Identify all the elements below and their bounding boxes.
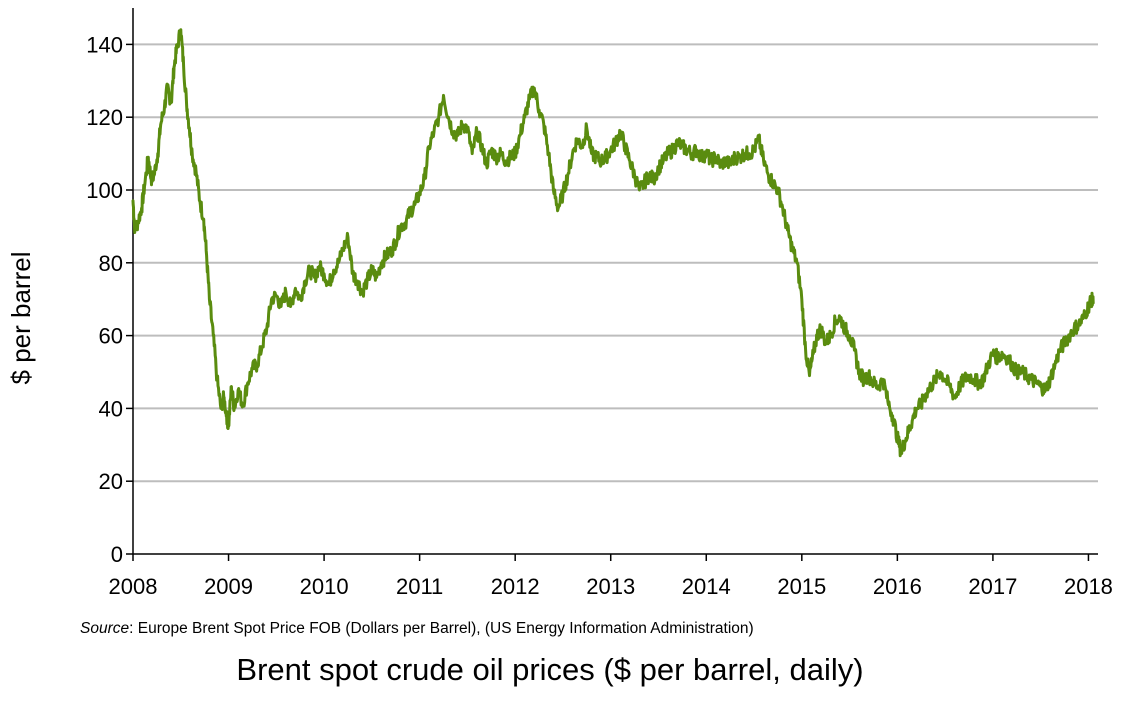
series-line-0 <box>131 28 1095 458</box>
series-layer <box>131 28 1095 458</box>
gridlines <box>133 43 1098 483</box>
source-prefix: Source <box>80 620 130 637</box>
x-tick-label: 2011 <box>396 574 443 599</box>
y-tick-label: 0 <box>111 542 123 567</box>
y-axis-title: $ per barrel <box>6 252 36 385</box>
x-tick-label: 2009 <box>204 574 253 599</box>
x-tick-label: 2008 <box>109 574 158 599</box>
x-tick-label: 2018 <box>1064 574 1113 599</box>
y-tick-label: 40 <box>99 396 123 421</box>
tick-labels: 0 20 40 60 80 100 120 140 2008 2009 2010 2011 2012 20… <box>86 32 1113 599</box>
x-tick-label: 2014 <box>682 574 731 599</box>
x-tick-label: 2017 <box>968 574 1017 599</box>
chart-caption: Brent spot crude oil prices ($ per barre… <box>236 652 864 687</box>
x-tick-label: 2012 <box>491 574 540 599</box>
x-tick-label: 2016 <box>873 574 922 599</box>
y-tick-label: 80 <box>99 251 123 276</box>
source-text: : Europe Brent Spot Price FOB (Dollars p… <box>129 620 754 637</box>
y-tick-label: 100 <box>86 178 123 203</box>
x-tick-label: 2013 <box>586 574 635 599</box>
chart: 0 20 40 60 80 100 120 140 2008 2009 2010 2011 2012 20… <box>6 8 1113 599</box>
y-tick-label: 60 <box>99 324 123 349</box>
axes <box>126 8 1098 561</box>
y-tick-label: 140 <box>86 32 123 57</box>
x-tick-label: 2010 <box>300 574 349 599</box>
y-tick-label: 120 <box>86 105 123 130</box>
y-tick-label: 20 <box>99 469 123 494</box>
source-note: Source: Europe Brent Spot Price FOB (Dol… <box>80 620 754 638</box>
x-tick-label: 2015 <box>777 574 826 599</box>
